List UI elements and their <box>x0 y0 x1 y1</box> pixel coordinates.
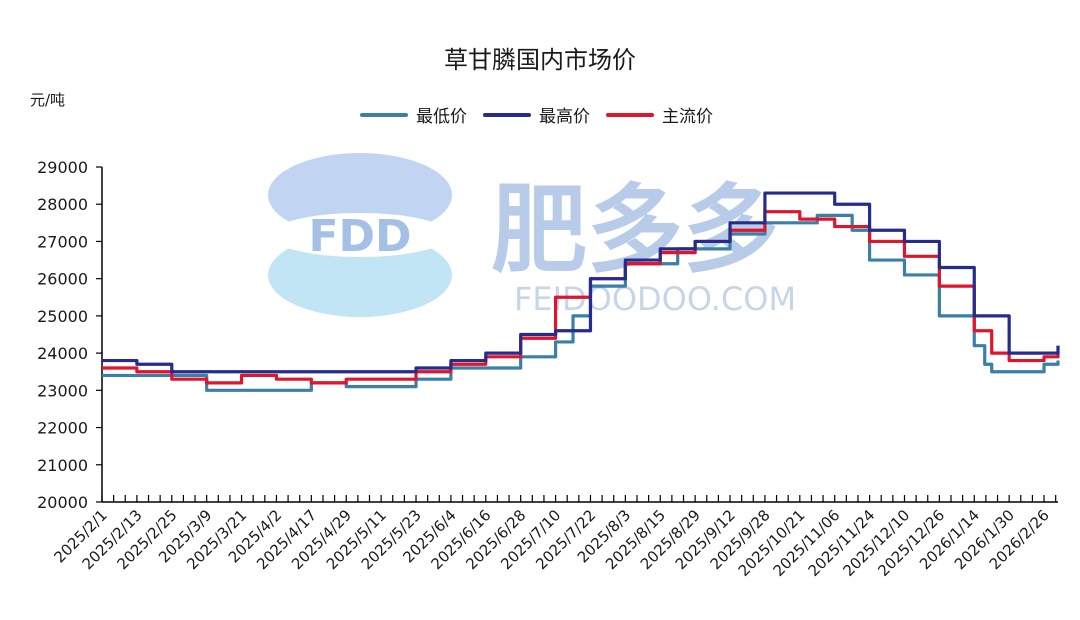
y-tick-label: 24000 <box>37 344 88 363</box>
legend-item-high: 最高价 <box>483 102 590 127</box>
y-tick-label: 21000 <box>37 456 88 475</box>
chart-title: 草甘膦国内市场价 <box>444 46 636 74</box>
legend-item-main: 主流价 <box>606 102 713 127</box>
y-tick-label: 23000 <box>37 381 88 400</box>
series-line-1 <box>102 191 1060 374</box>
y-tick-label: 22000 <box>37 419 88 438</box>
legend-label-main: 主流价 <box>662 107 713 127</box>
axes: 20000 21000 22000 23000 24000 25000 26000 27000… <box>37 158 1058 580</box>
legend-label-high: 最高价 <box>539 107 590 127</box>
legend: 最低价 最高价 主流价 <box>360 102 713 127</box>
legend-item-low: 最低价 <box>360 102 467 127</box>
y-tick-label: 28000 <box>37 195 88 214</box>
y-tick-label: 26000 <box>37 270 88 289</box>
legend-label-low: 最低价 <box>416 107 467 127</box>
y-axis-unit-label: 元/吨 <box>30 91 66 109</box>
y-tick-label: 27000 <box>37 232 88 251</box>
series-line-0 <box>102 213 1060 392</box>
legend-swatch-main <box>606 112 654 117</box>
series-line-2 <box>102 210 1060 385</box>
y-tick-label: 20000 <box>37 493 88 512</box>
legend-swatch-low <box>360 112 408 117</box>
y-tick-label: 29000 <box>37 158 88 177</box>
series-lines <box>102 191 1060 392</box>
legend-swatch-high <box>483 112 531 117</box>
y-tick-label: 25000 <box>37 307 88 326</box>
